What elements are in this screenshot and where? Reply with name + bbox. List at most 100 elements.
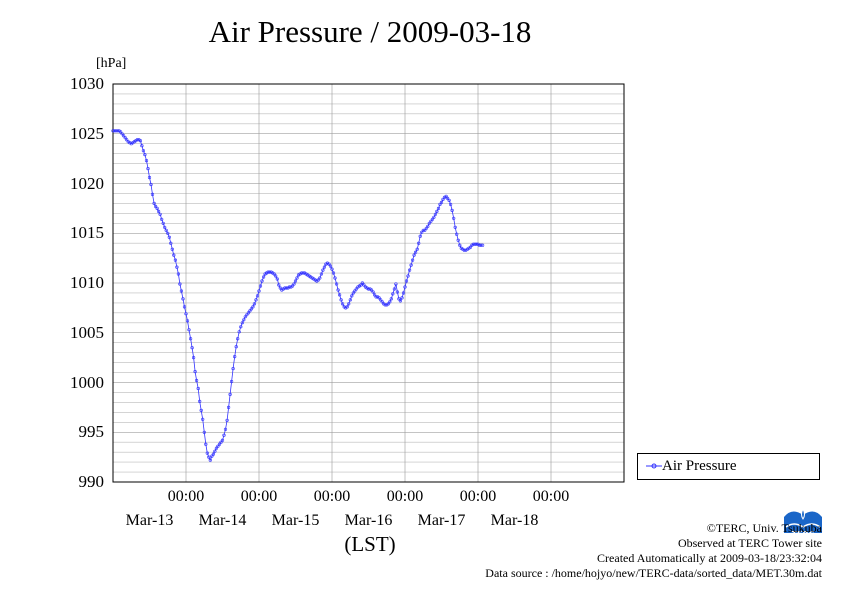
data-point <box>204 442 208 446</box>
data-point <box>166 231 170 235</box>
x-tick-date: Mar-15 <box>271 512 320 529</box>
data-point <box>275 277 279 281</box>
data-point <box>327 262 331 266</box>
grid-lines <box>113 84 624 482</box>
data-point <box>196 386 200 391</box>
data-point <box>178 282 182 286</box>
data-point <box>345 305 349 309</box>
data-point <box>388 300 392 304</box>
data-point <box>380 300 384 304</box>
data-point <box>214 446 218 450</box>
data-point <box>231 367 235 371</box>
data-point <box>176 272 180 276</box>
data-point <box>446 196 450 200</box>
y-tick-label: 1030 <box>70 74 104 93</box>
data-point <box>362 283 366 287</box>
y-tick-label: 1015 <box>70 223 104 243</box>
data-point <box>392 287 397 291</box>
data-point <box>401 291 406 295</box>
data-point <box>322 265 327 269</box>
data-point <box>202 430 206 434</box>
data-point <box>170 247 174 251</box>
x-axis-label: (LST) <box>344 532 396 556</box>
y-tick-label: 990 <box>78 472 105 491</box>
data-point <box>248 309 252 313</box>
y-tick-label: 995 <box>78 422 105 442</box>
data-point <box>328 264 333 268</box>
data-point <box>453 225 457 229</box>
data-point <box>167 235 171 239</box>
data-point <box>192 356 196 360</box>
data-point <box>456 238 460 242</box>
data-point <box>386 302 390 306</box>
data-point <box>389 297 393 301</box>
data-point <box>254 298 258 302</box>
data-point <box>258 284 263 288</box>
data-point <box>462 248 466 252</box>
data-point <box>217 442 222 446</box>
data-point <box>143 153 147 157</box>
data-point <box>438 202 442 206</box>
y-tick-label: 1025 <box>70 123 104 143</box>
credits: ©TERC, Univ. Tsukuba Observed at TERC To… <box>485 521 822 581</box>
data-point <box>213 449 217 453</box>
y-tick-label: 1005 <box>70 322 104 342</box>
data-point <box>245 313 249 317</box>
x-tick-time: 00:00 <box>532 488 570 505</box>
data-point <box>190 346 194 350</box>
data-point <box>161 221 165 225</box>
data-point <box>366 287 371 291</box>
data-point <box>412 253 416 257</box>
data-point <box>195 378 199 383</box>
data-point <box>158 212 162 216</box>
credit-copyright: ©TERC, Univ. Tsukuba <box>706 521 822 535</box>
data-point <box>198 399 202 404</box>
data-point <box>163 225 167 229</box>
data-point <box>421 228 425 232</box>
y-axis-unit: [hPa] <box>96 56 127 71</box>
data-point <box>335 282 339 286</box>
legend-marker-icon <box>646 463 662 469</box>
data-point <box>260 279 264 283</box>
credit-created: Created Automatically at 2009-03-18/23:3… <box>597 551 822 565</box>
data-point <box>138 139 142 143</box>
data-point <box>208 458 212 462</box>
x-tick-time: 00:00 <box>167 488 205 505</box>
y-tick-label: 1010 <box>70 273 104 292</box>
data-point <box>293 279 298 283</box>
data-point <box>423 228 427 232</box>
data-point <box>414 250 418 254</box>
data-point <box>201 417 205 421</box>
logo-text: TERC <box>792 530 815 539</box>
data-point <box>430 217 435 221</box>
data-point <box>205 451 209 455</box>
series-air-pressure <box>111 129 485 462</box>
data-point <box>268 270 272 274</box>
data-point <box>449 202 453 206</box>
data-point <box>230 379 234 384</box>
data-point <box>283 286 287 290</box>
data-point <box>146 167 150 171</box>
data-point <box>477 243 482 247</box>
data-point <box>118 130 123 134</box>
data-point <box>154 204 158 208</box>
data-point <box>252 302 256 306</box>
data-point <box>181 297 185 301</box>
data-point <box>360 281 365 285</box>
data-point <box>391 292 395 296</box>
terc-logo-icon: TERC <box>782 503 824 539</box>
data-point <box>403 285 407 289</box>
data-point <box>348 298 352 302</box>
data-point <box>185 319 190 323</box>
data-point <box>397 297 401 301</box>
data-point <box>135 138 139 142</box>
x-tick-time: 00:00 <box>313 488 351 505</box>
data-point <box>347 302 351 306</box>
x-tick-label: 00:00 Mar-16 <box>345 488 445 529</box>
data-point <box>187 328 191 332</box>
data-point <box>246 311 250 315</box>
x-tick-time: 00:00 <box>240 488 278 505</box>
legend: Air Pressure <box>637 453 820 480</box>
data-point <box>479 243 483 247</box>
data-point <box>439 200 444 204</box>
